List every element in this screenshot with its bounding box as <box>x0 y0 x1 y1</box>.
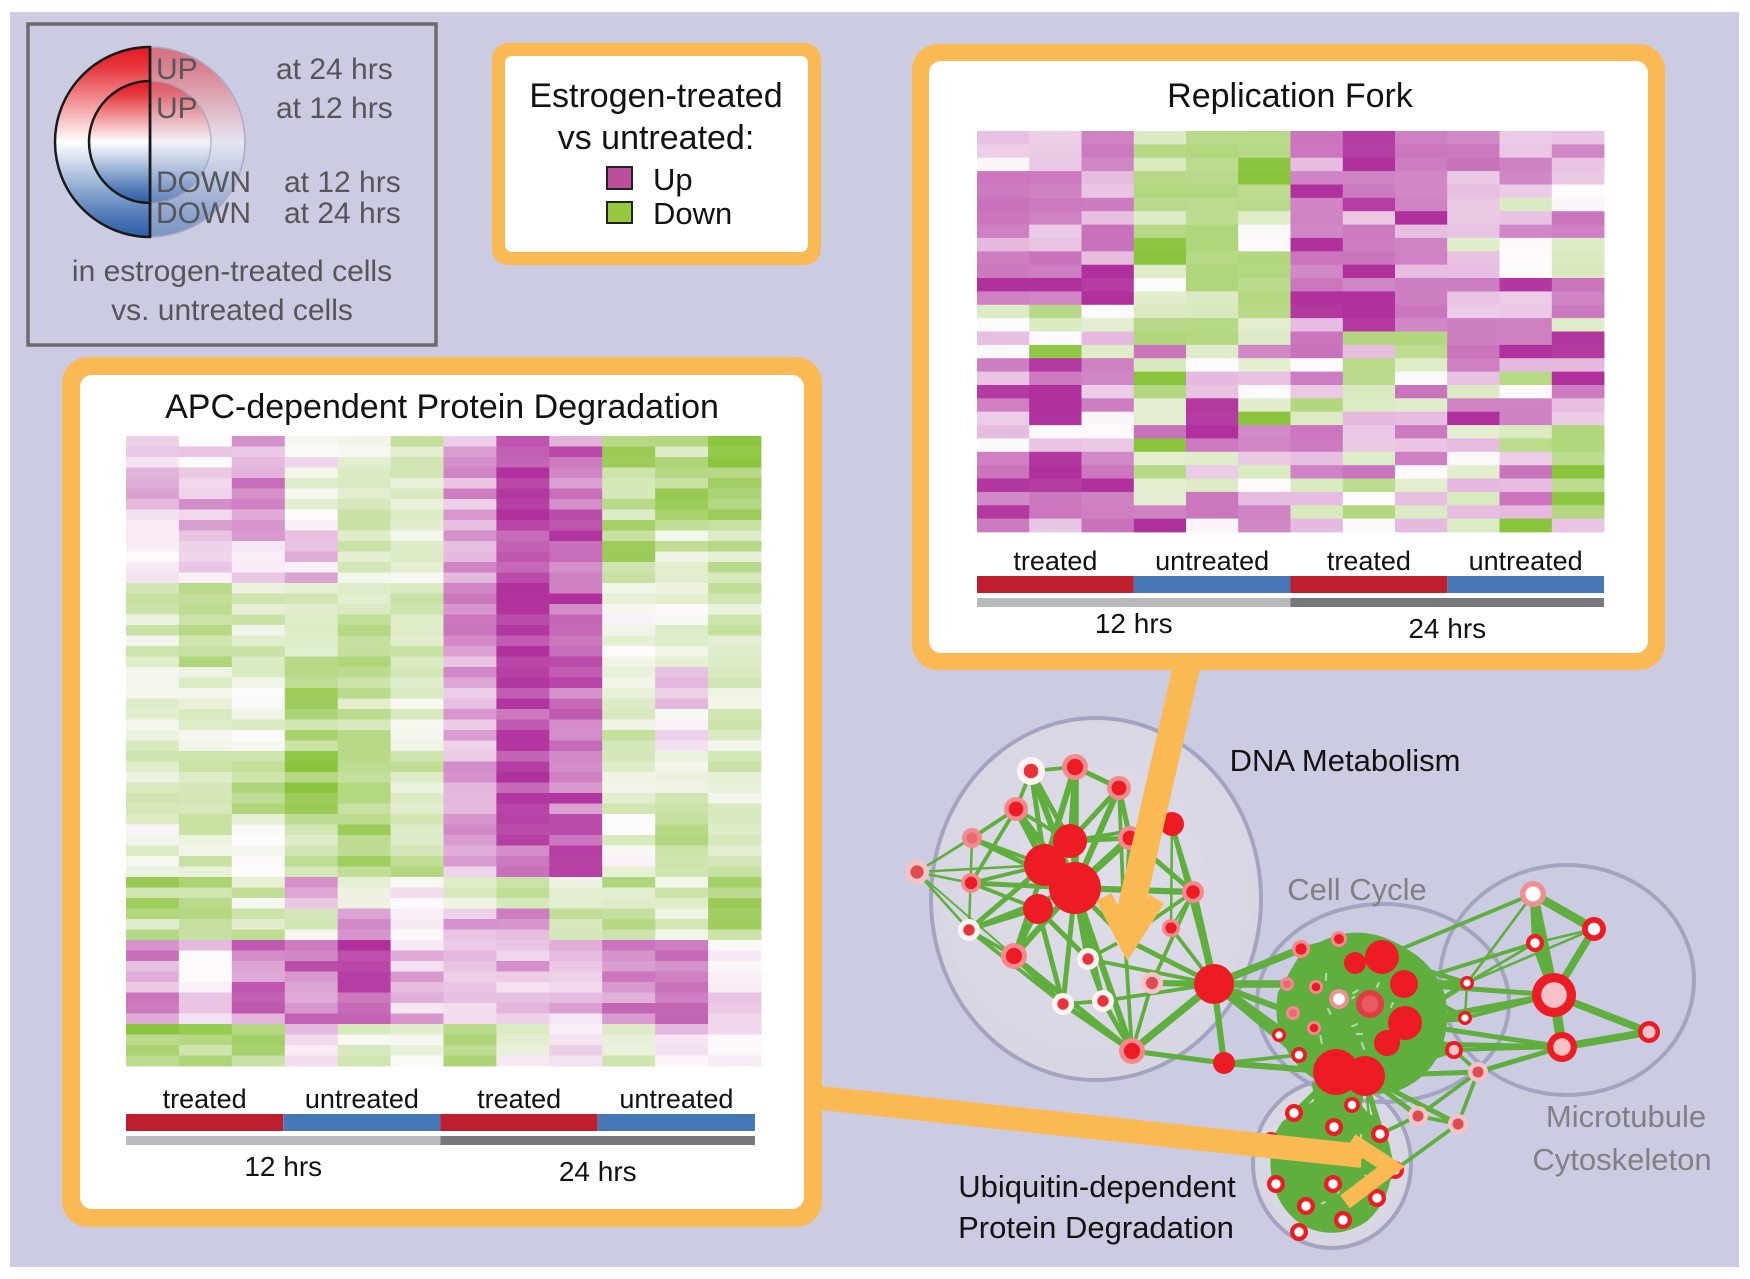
svg-text:Estrogen-treated: Estrogen-treated <box>529 77 782 115</box>
svg-text:24 hrs: 24 hrs <box>1408 613 1486 644</box>
svg-text:treated: treated <box>1327 546 1411 576</box>
svg-text:treated: treated <box>163 1084 247 1114</box>
svg-text:DNA Metabolism: DNA Metabolism <box>1230 743 1461 778</box>
svg-text:in estrogen-treated cells: in estrogen-treated cells <box>72 255 392 288</box>
svg-text:treated: treated <box>1013 546 1097 576</box>
svg-text:Down: Down <box>653 196 732 231</box>
svg-text:treated: treated <box>477 1084 561 1114</box>
svg-text:Cytoskeleton: Cytoskeleton <box>1532 1142 1711 1177</box>
svg-text:DOWN: DOWN <box>156 166 251 199</box>
svg-text:UP: UP <box>156 92 198 125</box>
svg-text:untreated: untreated <box>1469 546 1583 576</box>
svg-text:Protein Degradation: Protein Degradation <box>958 1210 1234 1245</box>
svg-text:vs untreated:: vs untreated: <box>558 119 755 157</box>
svg-text:Ubiquitin-dependent: Ubiquitin-dependent <box>958 1169 1236 1204</box>
svg-text:vs. untreated cells: vs. untreated cells <box>111 294 353 327</box>
svg-text:at 24 hrs: at 24 hrs <box>276 53 393 86</box>
svg-text:APC-dependent Protein Degradat: APC-dependent Protein Degradation <box>165 388 719 426</box>
svg-text:at 12 hrs: at 12 hrs <box>276 92 393 125</box>
svg-text:12 hrs: 12 hrs <box>244 1151 322 1182</box>
svg-text:untreated: untreated <box>305 1084 419 1114</box>
svg-text:at 12 hrs: at 12 hrs <box>284 166 401 199</box>
svg-text:Up: Up <box>653 162 693 197</box>
svg-text:Microtubule: Microtubule <box>1546 1099 1706 1134</box>
svg-text:untreated: untreated <box>619 1084 733 1114</box>
svg-text:UP: UP <box>156 53 198 86</box>
svg-text:24 hrs: 24 hrs <box>559 1156 637 1187</box>
svg-text:untreated: untreated <box>1155 546 1269 576</box>
svg-text:Cell Cycle: Cell Cycle <box>1287 872 1427 907</box>
svg-text:Replication Fork: Replication Fork <box>1167 77 1414 115</box>
svg-text:DOWN: DOWN <box>156 197 251 230</box>
svg-text:at 24 hrs: at 24 hrs <box>284 197 401 230</box>
svg-text:12 hrs: 12 hrs <box>1095 608 1173 639</box>
